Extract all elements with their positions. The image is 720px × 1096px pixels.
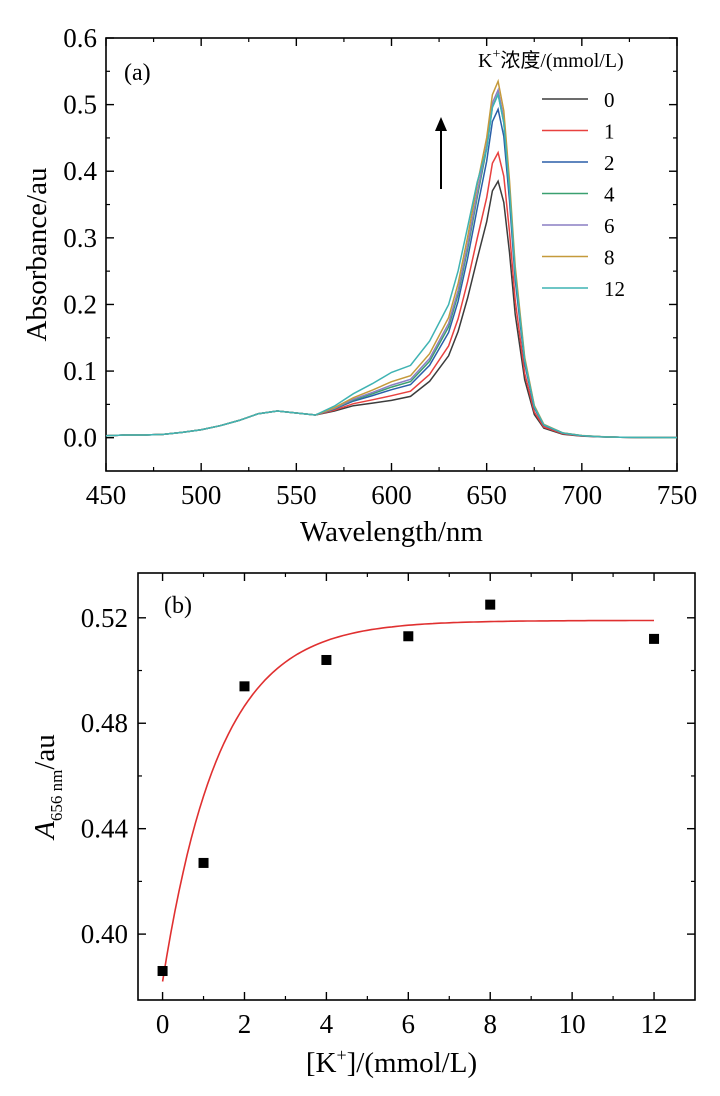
y-tick-label-a: 0.0	[63, 423, 97, 453]
x-label-sup: +	[336, 1045, 346, 1065]
y-tick-label-a: 0.6	[63, 23, 97, 53]
legend-label-6: 6	[604, 214, 615, 238]
x-tick-label-b: 2	[238, 1009, 252, 1039]
x-tick-label-a: 550	[276, 480, 317, 510]
fit-line	[161, 619, 654, 982]
x-tick-label-b: 10	[559, 1009, 586, 1039]
x-tick-label-b: 12	[641, 1009, 668, 1039]
spectra-lines	[105, 78, 678, 439]
x-tick-label-a: 750	[657, 480, 698, 510]
legend-title-sup: +	[492, 47, 500, 62]
data-point-marker	[321, 654, 332, 665]
x-label-open: [K	[306, 1047, 337, 1079]
y-label-main: A	[29, 821, 61, 841]
spectrum-line-2	[105, 106, 678, 439]
y-axis-label-b: A656 nm/au	[29, 734, 66, 841]
x-tick-label-a: 450	[86, 480, 127, 510]
x-tick-label-b: 0	[156, 1009, 170, 1039]
data-point-marker	[157, 966, 168, 977]
data-point-marker	[485, 599, 496, 610]
panel-label-a: (a)	[124, 60, 151, 86]
x-tick-label-a: 700	[562, 480, 603, 510]
y-tick-label-a: 0.1	[63, 356, 97, 386]
y-axis-label-a: Absorbance/au	[21, 168, 53, 342]
x-tick-label-a: 650	[466, 480, 507, 510]
y-tick-label-b: 0.48	[81, 708, 128, 738]
y-tick-label-a: 0.2	[63, 289, 97, 319]
data-point-marker	[239, 681, 250, 692]
legend-label-12: 12	[604, 277, 625, 301]
y-tick-label-a: 0.3	[63, 223, 97, 253]
x-tick-label-b: 8	[483, 1009, 497, 1039]
legend-title-ion: K	[478, 50, 493, 72]
legend-title: K+浓度/(mmol/L)	[478, 47, 624, 72]
absorbance-spectra-panel: 450 500 550 600 650 700 750 0.0 0.1 0.2 0.3 0.4 0.5 0…	[21, 23, 697, 548]
legend-title-text: 浓度/(mmol/L)	[500, 49, 623, 72]
axis-ticks-b: 0 2 4 6 8 10 12 0.40 0.44 0.48 0.52	[81, 573, 695, 1039]
data-point-marker	[403, 631, 414, 642]
y-tick-label-b: 0.40	[81, 919, 128, 949]
data-point-marker	[649, 633, 660, 644]
legend-label-8: 8	[604, 246, 615, 270]
legend-label-2: 2	[604, 151, 615, 175]
plot-frame-a	[105, 37, 678, 472]
legend-label-4: 4	[604, 183, 615, 207]
y-label-sub: 656 nm	[47, 770, 66, 821]
y-tick-label-a: 0.4	[63, 156, 97, 186]
plot-frame-b	[137, 572, 696, 1001]
x-tick-label-b: 6	[402, 1009, 416, 1039]
x-tick-label-a: 500	[181, 480, 222, 510]
data-points	[157, 599, 660, 977]
x-label-close: ]/(mmol/L)	[347, 1047, 477, 1079]
fit-curve	[161, 619, 654, 982]
y-tick-label-a: 0.5	[63, 90, 97, 120]
arrow-head	[435, 117, 447, 131]
spectrum-line-12	[105, 92, 678, 439]
y-label-unit: /au	[29, 734, 61, 769]
x-axis-label-a: Wavelength/nm	[300, 516, 483, 548]
increase-arrow-icon	[435, 117, 447, 189]
spectrum-line-4	[105, 91, 678, 439]
legend-label-1: 1	[604, 120, 615, 144]
y-tick-label-b: 0.52	[81, 603, 128, 633]
x-tick-label-b: 4	[320, 1009, 334, 1039]
spectrum-line-0	[105, 179, 677, 439]
legend-label-0: 0	[604, 88, 615, 112]
panel-label-b: (b)	[164, 593, 192, 619]
spectrum-line-1	[105, 150, 677, 439]
y-tick-label-b: 0.44	[81, 814, 129, 844]
fit-panel: 0 2 4 6 8 10 12 0.40 0.44 0.48 0.52 (b) [K+]/(mmol…	[29, 572, 696, 1079]
data-point-marker	[198, 857, 209, 868]
spectrum-line-8	[105, 78, 678, 439]
x-tick-label-a: 600	[371, 480, 412, 510]
x-axis-label-b: [K+]/(mmol/L)	[306, 1045, 477, 1079]
spectrum-line-6	[105, 87, 678, 439]
axis-ticks-a: 450 500 550 600 650 700 750 0.0 0.1 0.2 0.3 0.4 0.5 0…	[63, 23, 697, 510]
